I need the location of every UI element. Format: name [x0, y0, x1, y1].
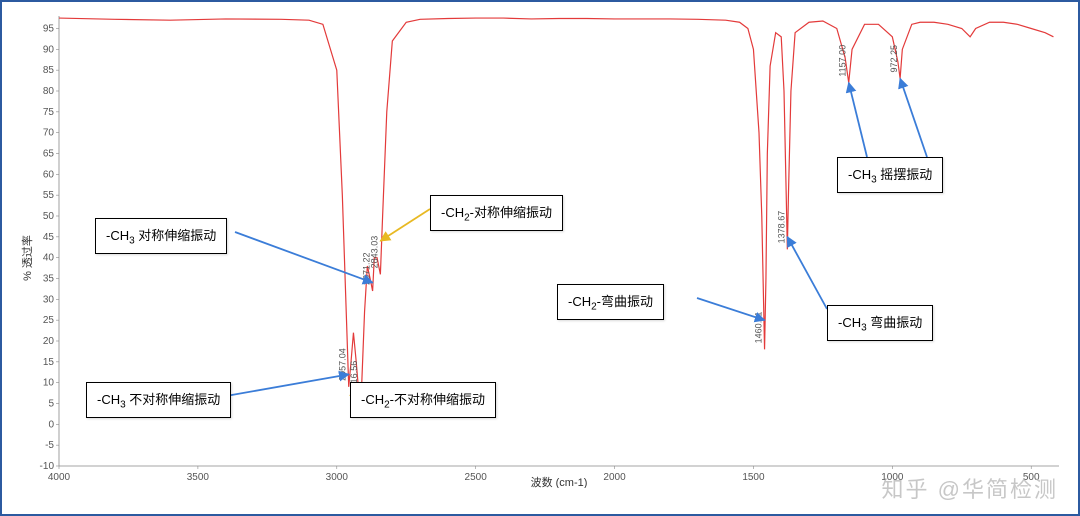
y-tick-label: 40 [43, 253, 55, 264]
y-tick-label: 80 [43, 86, 55, 97]
x-tick-label: 3000 [326, 472, 349, 483]
y-tick-label: 75 [43, 107, 55, 118]
y-tick-label: 30 [43, 294, 55, 305]
x-tick-label: 3500 [187, 472, 210, 483]
y-tick-label: 90 [43, 44, 55, 55]
x-tick-label: 1000 [881, 472, 904, 483]
peak-label: 2843.03 [369, 236, 379, 269]
y-tick-label: 45 [43, 232, 55, 243]
annotation-arrow [235, 232, 373, 283]
y-tick-label: 95 [43, 24, 55, 35]
annotation-box: -CH3 弯曲振动 [827, 305, 933, 341]
annotation-box: -CH2-弯曲振动 [557, 284, 664, 320]
annotation-box: -CH3 摇摆振动 [837, 157, 943, 193]
y-tick-label: 15 [43, 357, 55, 368]
y-tick-label: 55 [43, 190, 55, 201]
y-tick-label: -5 [45, 440, 54, 451]
y-tick-label: 0 [48, 419, 54, 430]
peak-label: 1378.67 [776, 211, 786, 244]
peak-label: 1157.00 [838, 45, 848, 77]
annotation-box: -CH2-对称伸缩振动 [430, 195, 563, 231]
y-tick-label: 5 [48, 399, 54, 410]
annotation-arrow [380, 209, 430, 241]
y-tick-label: 35 [43, 274, 55, 285]
y-tick-label: 10 [43, 378, 55, 389]
x-tick-label: 2000 [603, 472, 626, 483]
y-tick-label: 70 [43, 128, 55, 139]
x-tick-label: 1500 [742, 472, 765, 483]
peak-label: 972.25 [889, 45, 899, 73]
annotation-arrow [787, 237, 827, 309]
annotation-arrow [849, 83, 867, 157]
y-tick-label: 60 [43, 169, 55, 180]
annotation-box: -CH3 不对称伸缩振动 [86, 382, 231, 418]
annotation-box: -CH2-不对称伸缩振动 [350, 382, 496, 418]
y-axis-label: % 透过率 [19, 235, 35, 281]
annotation-arrow [697, 298, 765, 320]
y-tick-label: 85 [43, 65, 55, 76]
x-tick-label: 2500 [465, 472, 488, 483]
y-tick-label: 50 [43, 211, 55, 222]
y-tick-label: -10 [40, 461, 55, 472]
annotation-arrow [900, 79, 927, 158]
y-tick-label: 25 [43, 315, 55, 326]
annotation-arrow [226, 374, 349, 396]
x-tick-label: 4000 [48, 472, 71, 483]
y-tick-label: 20 [43, 336, 55, 347]
annotation-box: -CH3 对称伸缩振动 [95, 218, 227, 254]
x-tick-label: 500 [1023, 472, 1040, 483]
chart-frame: -10 -5 0 5 10 15 20 25 30 35 40 45 50 55 60 65 70 75 80 85 9… [0, 0, 1080, 516]
x-axis-label: 波数 (cm-1) [531, 476, 588, 488]
y-tick-label: 65 [43, 149, 55, 160]
